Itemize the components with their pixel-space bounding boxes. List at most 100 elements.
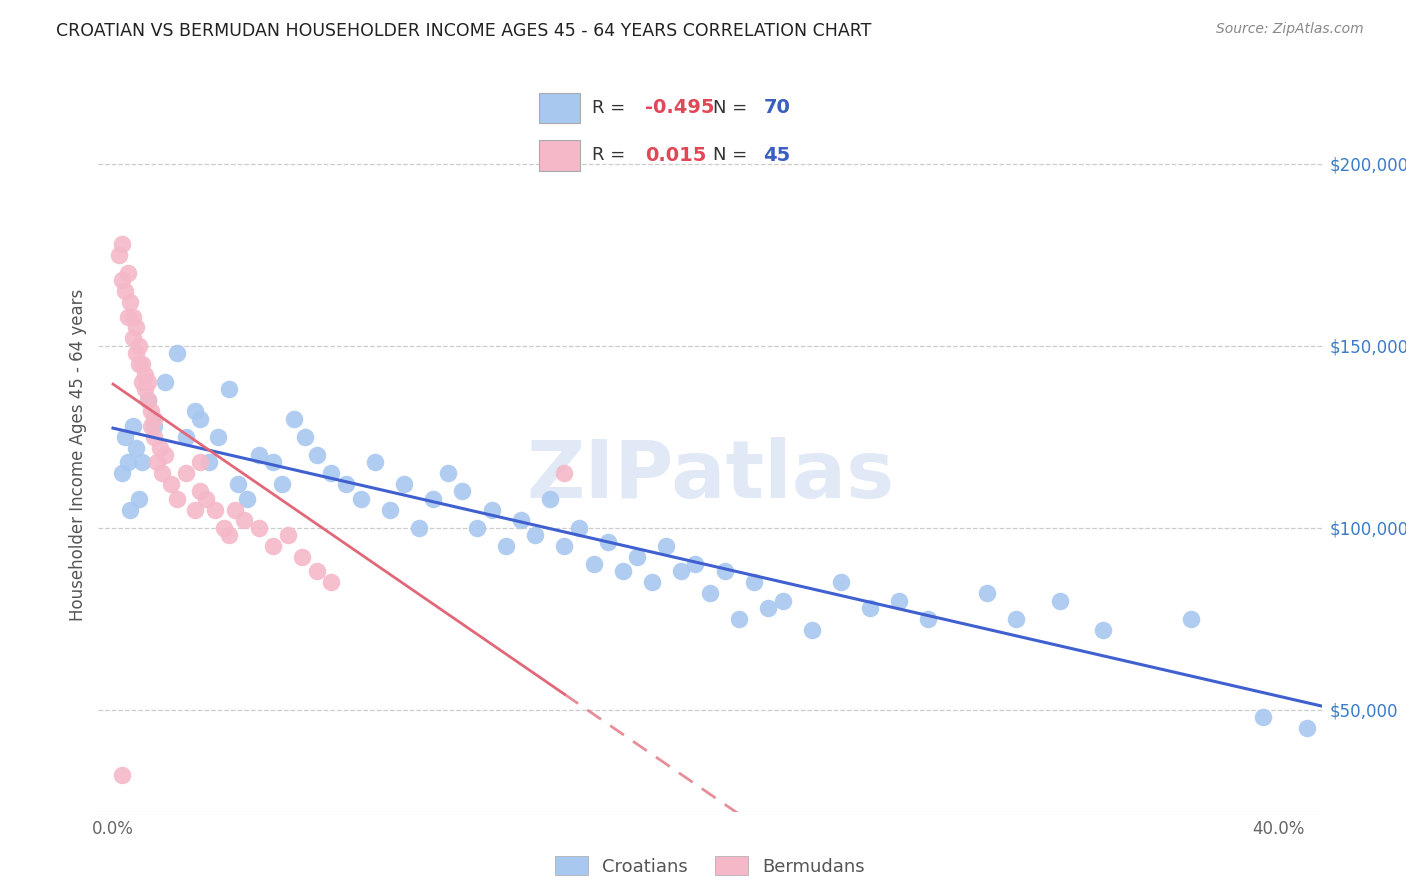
Point xyxy=(305,448,328,462)
Point xyxy=(742,575,765,590)
Point xyxy=(1253,710,1275,724)
Point xyxy=(553,539,575,553)
Point xyxy=(195,491,218,506)
Point xyxy=(117,266,139,280)
Point xyxy=(188,484,212,499)
Point xyxy=(626,549,648,564)
Point xyxy=(174,430,197,444)
Point xyxy=(111,236,134,251)
Point xyxy=(174,466,197,480)
Point xyxy=(669,565,692,579)
Text: 0.015: 0.015 xyxy=(645,145,707,165)
Point xyxy=(437,466,460,480)
Point xyxy=(270,477,294,491)
Point xyxy=(1180,612,1202,626)
Point xyxy=(713,565,735,579)
Point xyxy=(125,320,148,334)
Point xyxy=(349,491,371,506)
Point xyxy=(247,521,270,535)
Point xyxy=(538,491,561,506)
Point xyxy=(598,535,620,549)
Point xyxy=(125,346,148,360)
Point xyxy=(122,310,145,324)
Point xyxy=(145,455,167,469)
Text: R =: R = xyxy=(592,99,626,117)
Point xyxy=(481,502,503,516)
Point xyxy=(207,430,229,444)
Point xyxy=(128,339,150,353)
Text: N =: N = xyxy=(713,146,748,164)
Point xyxy=(1004,612,1026,626)
Point xyxy=(321,466,343,480)
Point xyxy=(283,411,305,425)
Point xyxy=(122,331,145,345)
Point xyxy=(291,549,314,564)
Point xyxy=(422,491,444,506)
Point xyxy=(305,565,328,579)
Point xyxy=(224,502,246,516)
Point xyxy=(772,593,794,607)
Point xyxy=(117,455,139,469)
Point xyxy=(111,466,134,480)
Point xyxy=(641,575,664,590)
Text: Source: ZipAtlas.com: Source: ZipAtlas.com xyxy=(1216,22,1364,37)
Point xyxy=(131,375,153,389)
Point xyxy=(183,502,205,516)
Point xyxy=(155,375,177,389)
Point xyxy=(568,521,591,535)
Point xyxy=(277,528,299,542)
Point xyxy=(120,295,142,310)
Point xyxy=(728,612,751,626)
Point xyxy=(859,600,882,615)
Point xyxy=(125,441,148,455)
Point xyxy=(509,513,531,527)
Point xyxy=(160,477,183,491)
Point xyxy=(294,430,316,444)
Point xyxy=(111,273,134,287)
Point xyxy=(524,528,547,542)
Point xyxy=(830,575,852,590)
Point xyxy=(198,455,221,469)
Point xyxy=(612,565,634,579)
Point xyxy=(364,455,387,469)
Point xyxy=(756,600,779,615)
Point xyxy=(218,383,240,397)
Text: 45: 45 xyxy=(763,145,790,165)
Point xyxy=(465,521,488,535)
Point xyxy=(335,477,357,491)
Point xyxy=(226,477,249,491)
Point xyxy=(889,593,911,607)
Point xyxy=(247,448,270,462)
Text: ZIPatlas: ZIPatlas xyxy=(526,437,894,516)
Point xyxy=(1296,721,1319,735)
Point xyxy=(120,502,142,516)
Text: N =: N = xyxy=(713,99,748,117)
FancyBboxPatch shape xyxy=(538,140,581,170)
Point xyxy=(131,357,153,371)
Point xyxy=(188,411,212,425)
Text: 70: 70 xyxy=(763,98,790,118)
Text: -0.495: -0.495 xyxy=(645,98,714,118)
Point xyxy=(139,418,162,433)
Point xyxy=(1092,623,1115,637)
Point xyxy=(142,418,165,433)
Y-axis label: Householder Income Ages 45 - 64 years: Householder Income Ages 45 - 64 years xyxy=(69,289,87,621)
Point xyxy=(236,491,259,506)
Point xyxy=(378,502,401,516)
Point xyxy=(111,768,134,782)
Point xyxy=(122,418,145,433)
Legend: Croatians, Bermudans: Croatians, Bermudans xyxy=(547,847,873,885)
Point xyxy=(212,521,235,535)
Point xyxy=(136,393,159,408)
Point xyxy=(495,539,517,553)
Point xyxy=(204,502,226,516)
Point xyxy=(166,491,188,506)
Point xyxy=(976,586,998,600)
Point xyxy=(142,430,165,444)
Point xyxy=(262,539,284,553)
Point xyxy=(114,284,136,298)
Point xyxy=(139,404,162,418)
Text: CROATIAN VS BERMUDAN HOUSEHOLDER INCOME AGES 45 - 64 YEARS CORRELATION CHART: CROATIAN VS BERMUDAN HOUSEHOLDER INCOME … xyxy=(56,22,872,40)
Point xyxy=(233,513,256,527)
Point xyxy=(321,575,343,590)
